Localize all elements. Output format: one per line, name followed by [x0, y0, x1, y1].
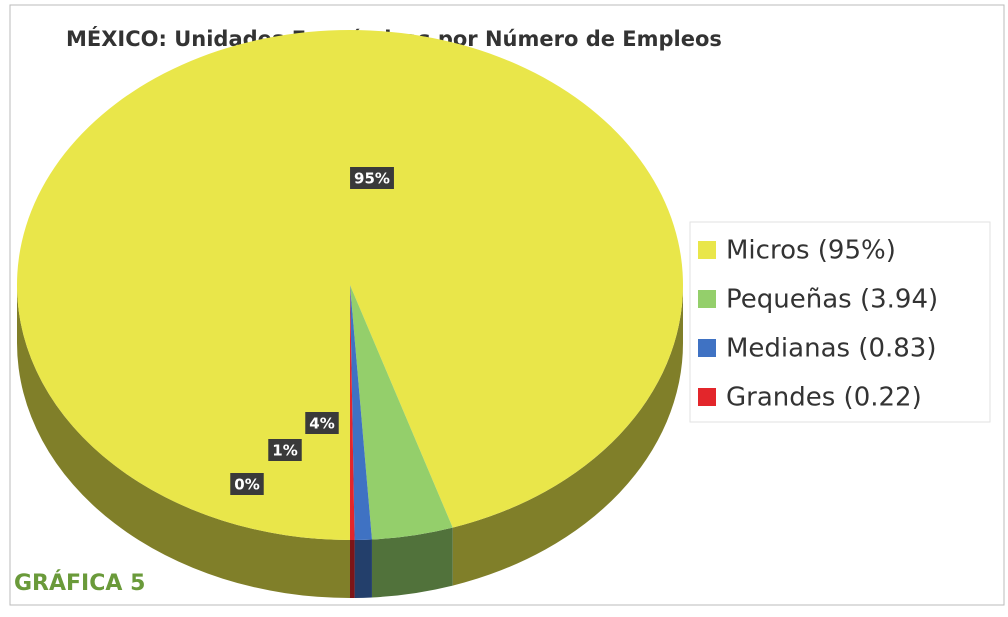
data-label: 0%: [234, 476, 259, 494]
legend-label: Micros (95%): [726, 236, 896, 266]
slice-side: [371, 527, 453, 598]
slice: [350, 285, 372, 540]
slice: [350, 285, 453, 540]
data-label: 4%: [309, 415, 334, 433]
slice-side: [350, 539, 355, 598]
legend-label: Pequeñas (3.94): [726, 285, 938, 315]
data-label: 95%: [354, 170, 390, 188]
legend-items: Micros (95%) Pequeñas (3.94) Medianas (0.8…: [698, 236, 938, 413]
legend-label: Grandes (0.22): [726, 383, 922, 413]
data-label-box: [305, 412, 339, 434]
data-label: 1%: [272, 442, 297, 460]
legend-swatch: [698, 339, 716, 357]
legend-label: Medianas (0.83): [726, 334, 937, 364]
caption: GRÁFICA 5: [14, 570, 145, 596]
data-label-box: [268, 439, 302, 461]
data-label-box: [230, 473, 264, 495]
legend-swatch: [698, 388, 716, 406]
frame: [9, 4, 1005, 606]
legend: [689, 221, 991, 423]
slice-side: [17, 285, 350, 598]
slice-side: [354, 539, 372, 598]
legend-swatch: [698, 290, 716, 308]
pie: 95% 4% 1% 0%: [16, 30, 683, 598]
slice: [350, 285, 355, 540]
legend-swatch: [698, 241, 716, 259]
slice-side: [452, 285, 683, 586]
data-label-box: [350, 167, 394, 189]
